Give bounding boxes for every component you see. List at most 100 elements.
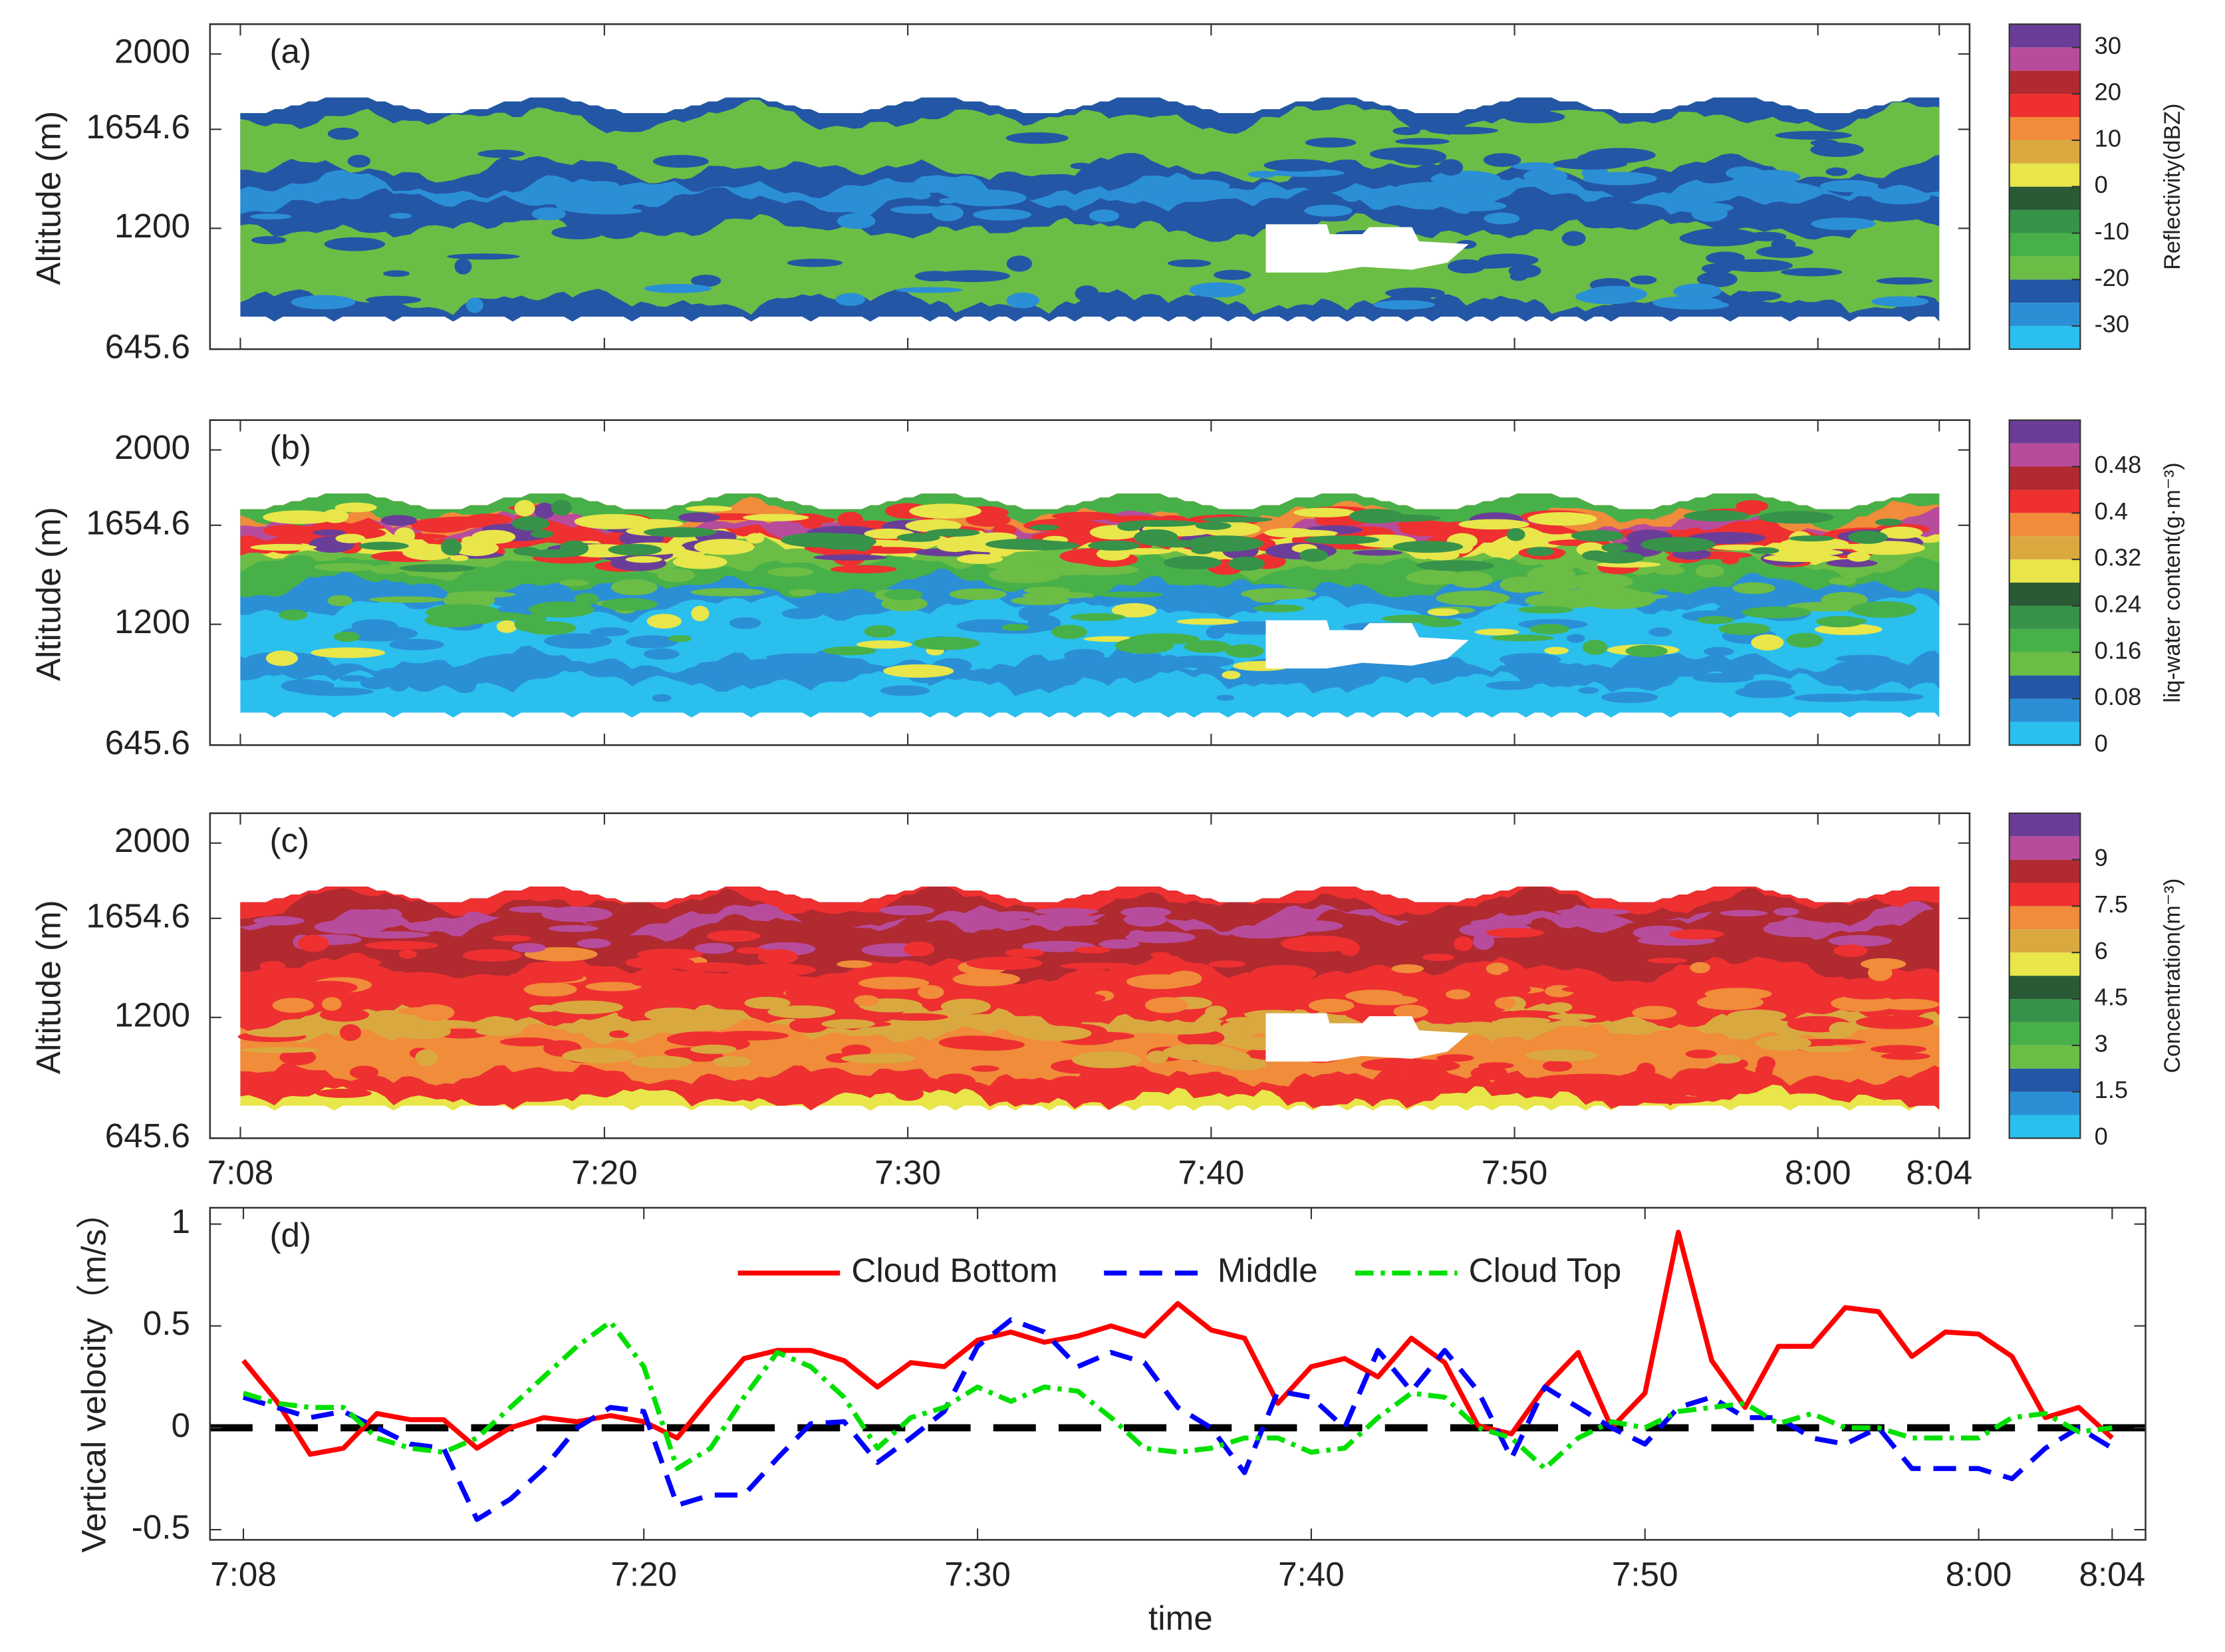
contour-patch [890,206,945,214]
contour-patch [358,541,409,551]
contour-patch [1263,159,1332,172]
colorbar-tick-label: 1.5 [2095,1076,2128,1103]
contour-patch [960,986,1025,999]
contour-patch [973,209,1032,221]
contour-patch [351,619,398,632]
contour-patch [816,201,864,213]
contour-patch [686,505,733,512]
contour-patch [1460,976,1494,992]
contour-patch [985,539,1061,550]
contour-patch [966,956,1043,970]
contour-patch [858,976,930,990]
contour-patch [706,930,761,942]
contour-patch [529,1004,559,1013]
contour-patch [324,237,386,251]
line-series [241,1230,2114,1457]
contour-patch [1240,588,1317,600]
contour-band [240,97,1940,135]
contour-patch [297,687,374,696]
colorbar-band [2009,209,2081,233]
contour-patch [1632,1006,1677,1020]
y-tick-label: 0 [171,1406,190,1444]
contour-patch [1648,627,1672,637]
colorbar-band [2009,999,2081,1022]
contour-patch [950,190,1027,207]
contour-patch [1236,670,1261,682]
contour-patch [751,976,823,983]
contour-patch [1828,934,1893,947]
contour-patch [938,1035,1009,1050]
contour-patch [1363,514,1442,522]
colorbar-band [2009,976,2081,1000]
contour-patch [1005,132,1069,144]
contour-field [240,493,1940,718]
contour-patch [499,1037,555,1047]
contour-patch [746,533,765,544]
colorbar-frame [2008,812,2081,1139]
contour-patch [1163,555,1222,570]
contour-patch [462,949,522,962]
contour-patch [1819,180,1879,192]
colorbar-band [2009,420,2081,444]
contour-patch [988,567,1061,583]
contour-patch [1006,292,1039,309]
contour-patch [1396,521,1453,528]
contour-patch [1750,547,1779,554]
contour-patch [856,640,912,649]
contour-patch [1223,1057,1267,1071]
colorbar-tick-label: 0 [2095,730,2108,757]
contour-patch [713,1055,751,1067]
contour-patch [1164,655,1235,668]
contour-patch [1167,259,1212,267]
contour-patch [1547,1002,1573,1012]
contour-patch [1184,640,1232,653]
colorbar-band [2009,1115,2081,1139]
contour-patch [883,664,954,678]
contour-patch [884,589,923,601]
y-tick-label: 645.6 [105,724,190,761]
contour-patch [1697,616,1734,624]
contour-patch [314,919,387,934]
contour-patch [1504,656,1547,670]
contour-patch [1511,162,1559,170]
y-tick-label: 0.5 [143,1304,190,1342]
contour-patch [1878,998,1940,1010]
contour-patch [511,516,550,531]
contour-patch [880,685,930,696]
x-tick-label: 7:30 [874,1153,941,1191]
contour-patch [1548,1014,1597,1020]
contour-patch [1341,187,1363,202]
contour-patch [1855,1087,1902,1095]
contour-patch [1073,946,1111,954]
contour-patch [625,956,695,970]
contour-patch [562,1047,636,1063]
contour-patch [311,647,386,658]
contour-patch [894,1086,924,1101]
contour-patch [397,1007,439,1016]
contour-patch [854,995,879,1006]
contour-patch [559,579,589,587]
contour-patch [1576,154,1598,168]
colorbar-band [2009,70,2081,94]
contour-patch [1870,1045,1927,1053]
contour-patch [1070,162,1092,170]
contour-patch [246,1028,311,1037]
contour-patch [1391,964,1424,974]
panel-label: (c) [269,821,309,859]
contour-patch [896,287,963,293]
contour-patch [1304,204,1353,217]
contour-patch [263,510,337,524]
contour-patch [629,668,659,674]
contour-patch [1789,535,1835,542]
contour-patch [1088,540,1140,551]
colorbar-tick-label: 0.32 [2095,544,2142,571]
contour-patch [1764,554,1841,563]
contour-patch [322,509,349,523]
contour-patch [1449,571,1493,589]
contour-patch [1150,952,1171,958]
colorbar-tick-label: 4.5 [2095,984,2128,1011]
y-tick-label: 1 [171,1202,190,1240]
contour-patch [1359,509,1384,519]
contour-patch [1773,907,1799,916]
